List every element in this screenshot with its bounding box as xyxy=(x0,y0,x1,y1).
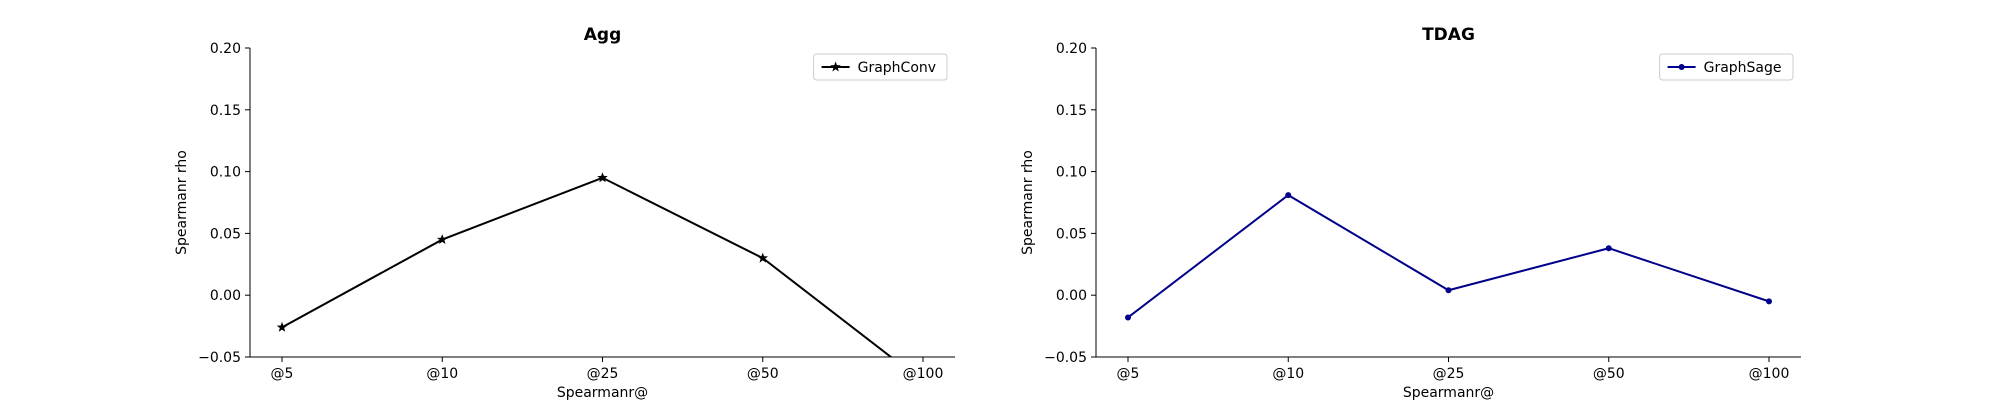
x-axis-label: Spearmanr@ xyxy=(557,385,648,400)
y-tick-label: 0.05 xyxy=(1056,226,1087,242)
y-tick-label: −0.05 xyxy=(1044,350,1087,366)
x-tick-label: @50 xyxy=(747,366,779,382)
chart-title: TDAG xyxy=(1422,25,1475,45)
y-axis-label: Spearmanr rho xyxy=(1020,150,1036,255)
x-tick-label: @5 xyxy=(1117,366,1140,382)
data-point xyxy=(1766,298,1772,304)
data-point xyxy=(597,172,607,182)
x-tick-label: @100 xyxy=(1749,366,1790,382)
y-tick-label: 0.15 xyxy=(210,103,241,119)
legend-label: GraphSage xyxy=(1704,60,1782,76)
data-point xyxy=(1125,314,1131,320)
x-tick-label: @25 xyxy=(1433,366,1465,382)
y-tick-label: 0.10 xyxy=(1056,165,1087,181)
y-tick-label: 0.00 xyxy=(1056,288,1087,304)
data-point xyxy=(1285,192,1291,198)
chart-title: Agg xyxy=(584,25,622,45)
x-tick-label: @100 xyxy=(903,366,944,382)
x-tick-label: @10 xyxy=(426,366,458,382)
x-tick-label: @50 xyxy=(1593,366,1625,382)
y-tick-label: 0.05 xyxy=(210,226,241,242)
x-tick-label: @25 xyxy=(587,366,619,382)
data-point xyxy=(277,322,287,332)
y-tick-label: 0.20 xyxy=(210,41,241,57)
series-line-GraphSage xyxy=(1128,195,1769,317)
x-tick-label: @10 xyxy=(1272,366,1304,382)
y-tick-label: 0.00 xyxy=(210,288,241,304)
y-axis-label: Spearmanr rho xyxy=(174,150,190,255)
y-tick-label: −0.05 xyxy=(198,350,241,366)
legend: GraphSage xyxy=(1660,54,1793,80)
legend-marker xyxy=(1679,64,1685,70)
x-axis-label: Spearmanr@ xyxy=(1403,385,1494,400)
series-line-GraphConv xyxy=(282,178,923,382)
legend: GraphConv xyxy=(814,54,947,80)
x-tick-label: @5 xyxy=(271,366,294,382)
y-tick-label: 0.20 xyxy=(1056,41,1087,57)
y-tick-label: 0.10 xyxy=(210,165,241,181)
data-point xyxy=(1606,245,1612,251)
chart-panel-2: TDAG −0.05 0.00 0.05 0.10 0.15 0.20 @5 @10 @25 @50… xyxy=(1020,25,1801,400)
chart-panel-1: Agg −0.05 0.00 0.05 0.10 0.15 0.20 @5 @10 @25 @50 @… xyxy=(174,25,955,400)
y-tick-label: 0.15 xyxy=(1056,103,1087,119)
legend-label: GraphConv xyxy=(858,60,936,76)
data-point xyxy=(1446,287,1452,293)
